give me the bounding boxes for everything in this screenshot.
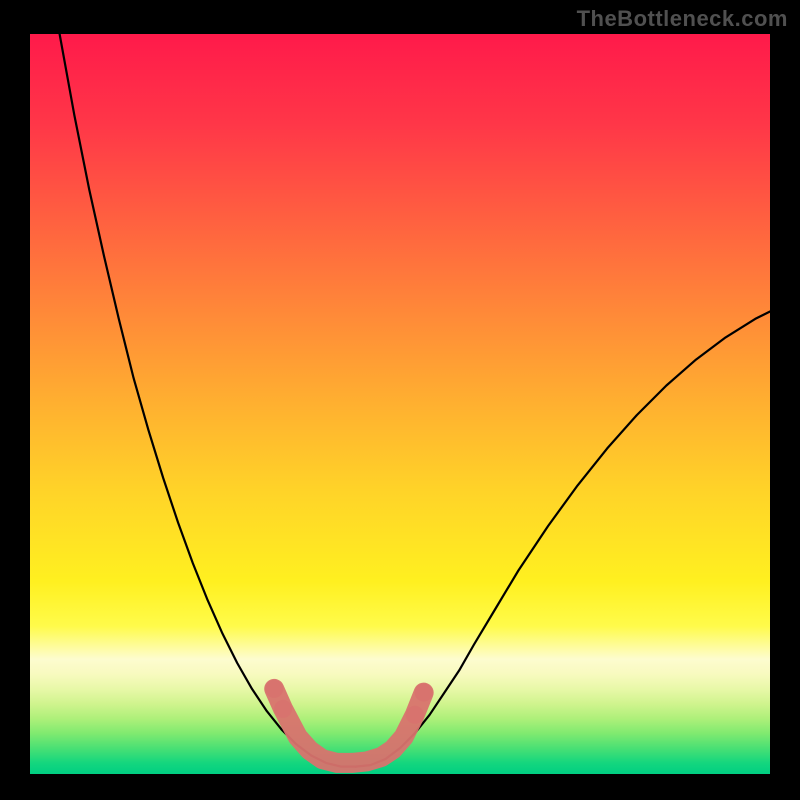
chart-svg <box>30 34 770 774</box>
outer-frame: TheBottleneck.com <box>0 0 800 800</box>
watermark-text: TheBottleneck.com <box>577 6 788 32</box>
chart-plot <box>30 34 770 774</box>
